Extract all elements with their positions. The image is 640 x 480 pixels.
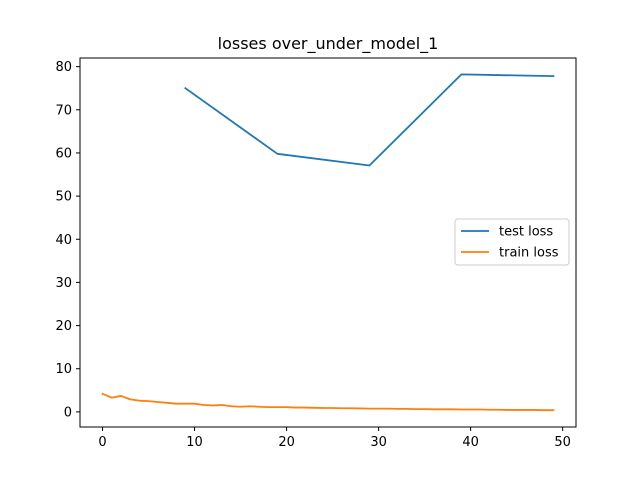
- chart-title: losses over_under_model_1: [218, 34, 439, 54]
- x-tick-label: 40: [462, 435, 479, 450]
- y-tick-label: 30: [55, 276, 72, 291]
- y-tick-label: 70: [55, 103, 72, 118]
- y-tick-label: 80: [55, 60, 72, 75]
- y-tick-label: 20: [55, 319, 72, 334]
- y-tick-label: 40: [55, 233, 72, 248]
- x-tick-label: 20: [278, 435, 295, 450]
- plot-area: [101, 73, 555, 412]
- x-tick-label: 10: [186, 435, 203, 450]
- series-line-train-loss: [101, 392, 555, 412]
- y-tick-label: 60: [55, 146, 72, 161]
- x-tick-label: 0: [98, 435, 106, 450]
- series-line-test-loss: [184, 73, 555, 167]
- axes-frame: [79, 57, 577, 428]
- legend-label: train loss: [499, 246, 559, 261]
- legend-label: test loss: [499, 225, 553, 240]
- legend: test loss train loss: [454, 218, 570, 266]
- x-tick-label: 30: [370, 435, 387, 450]
- y-tick-label: 50: [55, 190, 72, 205]
- y-tick-label: 10: [55, 362, 72, 377]
- axes: 0 10 20 30 40 50 0 10 20 30 40 50 60 70 80: [55, 57, 577, 450]
- x-tick-label: 50: [554, 435, 571, 450]
- y-tick-label: 0: [64, 405, 72, 420]
